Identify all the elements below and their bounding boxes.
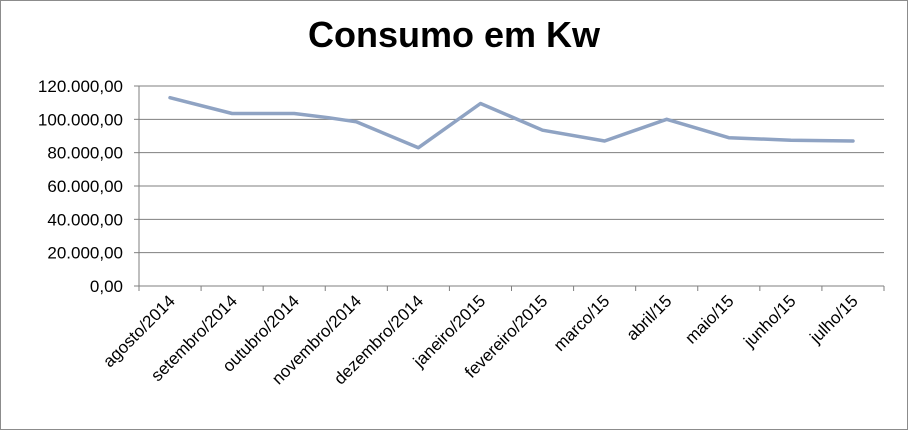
y-tick-label: 100.000,00 xyxy=(38,110,123,129)
chart-title: Consumo em Kw xyxy=(307,14,601,55)
x-tick-label: abril/15 xyxy=(623,291,676,344)
y-tick-label: 20.000,00 xyxy=(47,244,123,263)
x-tick-label: julho/15 xyxy=(806,291,862,347)
x-tick-label: maio/15 xyxy=(681,291,737,347)
y-tick-labels: 0,00 20.000,00 40.000,00 60.000,00 80.000,00… xyxy=(38,77,123,296)
gridlines xyxy=(139,85,884,254)
x-tick-label: junho/15 xyxy=(739,291,799,351)
series-line xyxy=(168,95,855,150)
y-tick-label: 60.000,00 xyxy=(47,177,123,196)
series-consumo xyxy=(168,95,855,150)
x-tick-label: marco/15 xyxy=(550,291,614,355)
x-tick-labels: agosto/2014setembro/2014outubro/2014nove… xyxy=(99,291,862,388)
y-tick-label: 40.000,00 xyxy=(47,210,123,229)
y-tick-label: 80.000,00 xyxy=(47,144,123,163)
y-tick-label: 0,00 xyxy=(90,277,123,296)
y-tick-label: 120.000,00 xyxy=(38,77,123,96)
axes xyxy=(134,85,885,291)
